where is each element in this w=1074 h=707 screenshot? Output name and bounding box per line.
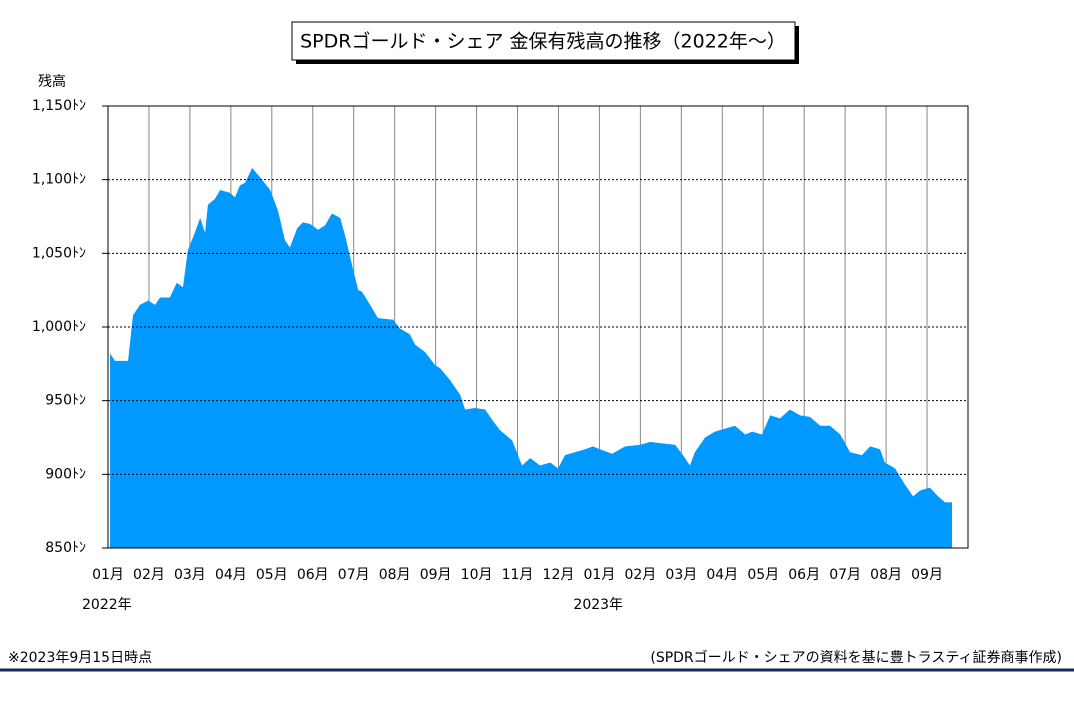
x-tick-label: 01月 bbox=[92, 567, 124, 583]
x-tick-label: 09月 bbox=[420, 567, 452, 583]
y-tick-label: 1,000ﾄﾝ bbox=[32, 319, 86, 335]
x-tick-label: 02月 bbox=[133, 567, 165, 583]
source: (SPDRゴールド・シェアの資料を基に豊トラスティ証券商事作成) bbox=[650, 649, 1062, 666]
y-tick-label: 950ﾄﾝ bbox=[45, 393, 86, 409]
x-tick-label: 12月 bbox=[543, 567, 575, 583]
note: ※2023年9月15日時点 bbox=[8, 650, 152, 666]
y-tick-label: 1,050ﾄﾝ bbox=[32, 245, 86, 261]
y-tick-label: 900ﾄﾝ bbox=[45, 466, 86, 482]
x-tick-label: 08月 bbox=[379, 567, 411, 583]
x-tick-label: 02月 bbox=[624, 567, 656, 583]
x-tick-label: 09月 bbox=[911, 567, 943, 583]
x-tick-label: 04月 bbox=[215, 567, 247, 583]
x-tick-label: 05月 bbox=[256, 567, 288, 583]
x-tick-label: 06月 bbox=[297, 567, 329, 583]
x-tick-label: 10月 bbox=[461, 567, 493, 583]
title-box bbox=[291, 21, 796, 61]
chart-title: SPDRゴールド・シェア 金保有残高の推移（2022年～） bbox=[300, 31, 786, 53]
x-tick-label: 11月 bbox=[502, 567, 534, 583]
y-tick-label: 1,150ﾄﾝ bbox=[32, 98, 86, 114]
x-tick-label: 03月 bbox=[665, 567, 697, 583]
x-tick-label: 07月 bbox=[829, 567, 861, 583]
plot-frame bbox=[107, 105, 969, 549]
year-label: 2022年 bbox=[82, 597, 132, 613]
y-axis-label: 残高 bbox=[38, 73, 66, 90]
x-tick-label: 01月 bbox=[584, 567, 616, 583]
x-tick-label: 05月 bbox=[747, 567, 779, 583]
y-tick-label: 850ﾄﾝ bbox=[45, 540, 86, 556]
x-tick-label: 03月 bbox=[174, 567, 206, 583]
x-tick-label: 04月 bbox=[706, 567, 738, 583]
area bbox=[110, 167, 953, 548]
x-tick-label: 07月 bbox=[338, 567, 370, 583]
x-tick-label: 08月 bbox=[870, 567, 902, 583]
y-tick-label: 1,100ﾄﾝ bbox=[32, 172, 86, 188]
x-tick-label: 06月 bbox=[788, 567, 820, 583]
year-label: 2023年 bbox=[573, 597, 623, 613]
